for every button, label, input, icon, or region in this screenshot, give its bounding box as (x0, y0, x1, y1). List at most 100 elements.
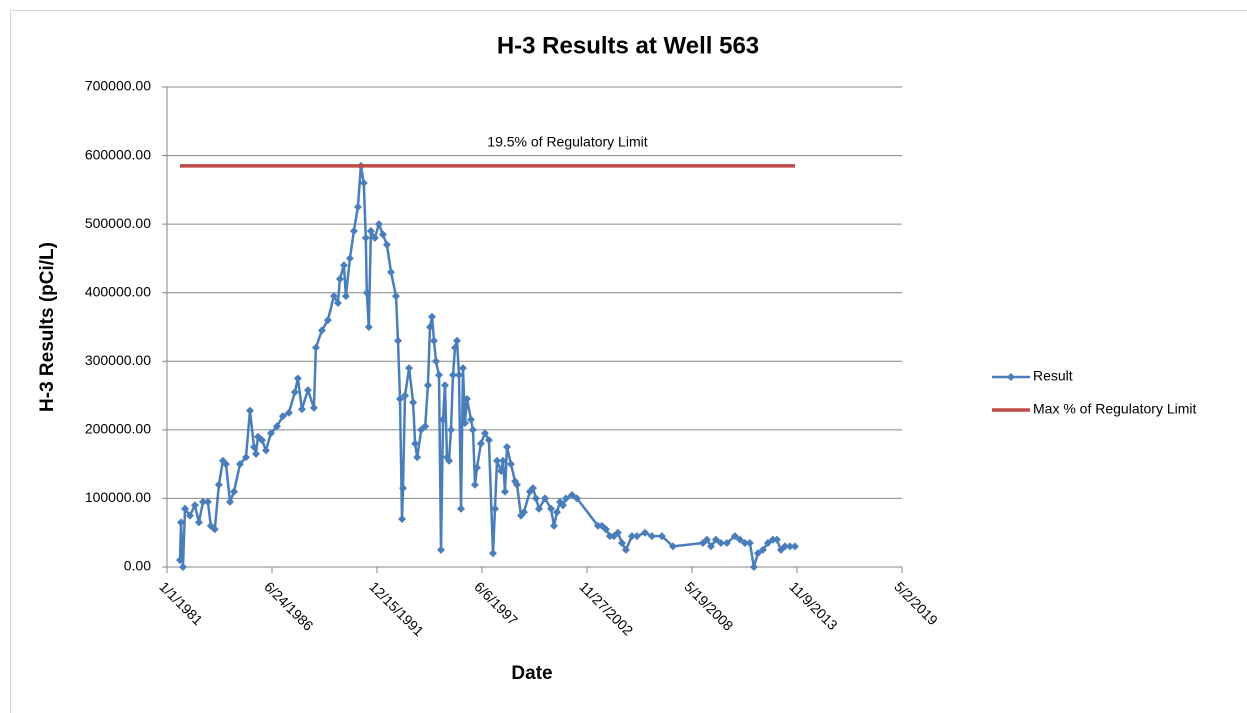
data-point (562, 494, 570, 503)
data-point (447, 425, 456, 434)
data-point (297, 405, 306, 414)
data-point (175, 556, 184, 565)
x-axis-label: Date (511, 663, 552, 684)
data-point (506, 460, 515, 469)
data-point (480, 429, 489, 438)
data-point (460, 419, 469, 427)
data-point (190, 501, 199, 510)
data-point (632, 532, 641, 541)
data-point (457, 504, 465, 513)
data-point (445, 456, 454, 465)
data-point (758, 545, 767, 554)
data-point (512, 480, 521, 489)
data-point (185, 511, 194, 520)
data-point (657, 532, 666, 541)
data-point (413, 453, 422, 462)
data-point (601, 525, 610, 534)
data-point (266, 429, 275, 438)
data-point (411, 439, 420, 448)
data-point (466, 415, 475, 424)
data-point (242, 453, 251, 462)
data-point (735, 535, 744, 544)
data-point (502, 443, 511, 451)
data-point (399, 484, 408, 493)
data-point (203, 497, 212, 506)
data-point (370, 233, 379, 242)
data-point (374, 220, 383, 229)
data-point (749, 563, 758, 571)
data-point (484, 436, 493, 445)
data-point (261, 446, 270, 455)
data-point (364, 323, 373, 331)
data-point (329, 292, 338, 301)
data-point (257, 436, 266, 445)
data-point (753, 549, 762, 558)
data-point (722, 539, 731, 547)
data-point (178, 563, 187, 571)
data-point (716, 539, 725, 547)
annotation: 19.5% of Regulatory Limit (487, 134, 647, 150)
data-point (706, 542, 715, 551)
data-point (309, 403, 318, 412)
data-point (451, 343, 460, 352)
data-point (293, 374, 302, 383)
data-point (398, 515, 407, 523)
data-point (472, 463, 481, 472)
y-tick-label: 300000.00 (85, 352, 151, 368)
data-point (531, 494, 540, 503)
data-point (335, 275, 344, 283)
data-point (438, 415, 447, 424)
legend-label: Result (1033, 368, 1073, 384)
data-point (516, 511, 525, 520)
data-point (552, 508, 561, 517)
data-point (790, 542, 799, 551)
data-point (210, 525, 219, 534)
data-point (349, 227, 358, 235)
data-point (500, 487, 509, 496)
data-point (311, 343, 320, 352)
chart-title: H-3 Results at Well 563 (497, 32, 759, 59)
data-point (470, 480, 479, 489)
data-point (668, 542, 677, 551)
data-point (780, 542, 789, 551)
y-tick-label: 100000.00 (85, 489, 151, 505)
data-point (763, 539, 772, 547)
data-point (745, 539, 754, 547)
data-point (194, 518, 203, 527)
data-point (401, 391, 410, 400)
data-point (627, 532, 636, 541)
data-point (440, 381, 449, 390)
y-tick-label: 0.00 (124, 558, 151, 574)
data-point (519, 508, 528, 517)
legend-label: Max % of Regulatory Limit (1033, 401, 1197, 417)
data-point (613, 528, 622, 537)
data-point (730, 532, 739, 541)
data-point (772, 535, 781, 544)
data-point (435, 371, 444, 379)
data-point (740, 539, 749, 547)
y-tick-label: 600000.00 (85, 146, 151, 162)
data-point (711, 535, 720, 544)
data-point (395, 395, 404, 403)
data-point (425, 323, 434, 331)
data-point (541, 494, 549, 503)
legend-marker (1007, 373, 1015, 381)
data-point (214, 480, 223, 489)
data-point (409, 398, 418, 407)
data-point (386, 268, 395, 277)
data-point (572, 494, 581, 503)
y-tick-label: 500000.00 (85, 215, 151, 231)
data-point (341, 292, 350, 301)
data-point (394, 336, 402, 345)
data-point (493, 456, 502, 465)
data-point (768, 535, 777, 544)
data-point (290, 388, 299, 397)
data-point (378, 230, 387, 239)
data-point (391, 292, 400, 301)
data-point (432, 357, 441, 366)
data-point (567, 491, 576, 499)
data-point (339, 261, 348, 270)
data-point (405, 364, 414, 373)
